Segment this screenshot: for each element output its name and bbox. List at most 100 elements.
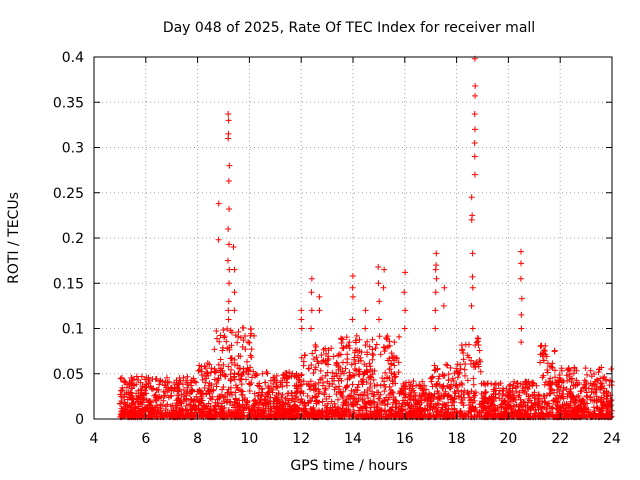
- data-point: [245, 368, 252, 375]
- data-point: [350, 395, 357, 402]
- data-point: [191, 378, 198, 385]
- data-point: [326, 393, 333, 400]
- data-point: [298, 371, 305, 378]
- data-point: [593, 412, 600, 419]
- data-point: [392, 380, 399, 387]
- data-point: [264, 370, 271, 377]
- data-point: [573, 367, 580, 374]
- data-point: [434, 388, 441, 395]
- data-point: [168, 392, 175, 399]
- data-point: [238, 391, 245, 398]
- data-point: [238, 411, 245, 418]
- data-point: [143, 404, 150, 411]
- spike-point: [225, 225, 232, 232]
- data-point: [228, 366, 235, 373]
- data-point: [392, 408, 399, 415]
- data-point: [227, 377, 234, 384]
- data-point: [557, 394, 564, 401]
- data-point: [552, 367, 559, 374]
- spike-point: [441, 284, 448, 291]
- data-point: [506, 396, 513, 403]
- data-point: [432, 366, 439, 373]
- data-point: [340, 345, 347, 352]
- data-point: [335, 366, 342, 373]
- spike-point: [308, 307, 315, 314]
- spike-point: [518, 248, 525, 255]
- spike-point: [518, 311, 525, 318]
- data-point: [551, 348, 558, 355]
- data-point: [354, 398, 361, 405]
- data-point: [400, 382, 407, 389]
- data-point: [334, 372, 341, 379]
- data-point: [544, 369, 551, 376]
- data-point: [212, 369, 219, 376]
- data-point: [389, 354, 396, 361]
- data-point: [447, 411, 454, 418]
- data-point: [436, 394, 443, 401]
- data-point: [288, 390, 295, 397]
- data-point: [138, 373, 145, 380]
- data-point: [179, 381, 186, 388]
- data-point: [369, 336, 376, 343]
- data-point: [219, 344, 226, 351]
- data-point: [138, 389, 145, 396]
- data-point: [565, 404, 572, 411]
- data-point: [357, 392, 364, 399]
- data-point: [367, 380, 374, 387]
- data-point: [265, 383, 272, 390]
- data-point: [188, 396, 195, 403]
- data-point: [345, 342, 352, 349]
- data-point: [368, 400, 375, 407]
- data-point: [569, 394, 576, 401]
- x-tick-label: 10: [240, 431, 258, 447]
- data-point: [583, 385, 590, 392]
- data-point: [374, 381, 381, 388]
- data-point: [429, 373, 436, 380]
- data-point: [300, 390, 307, 397]
- data-point: [551, 389, 558, 396]
- data-point: [271, 394, 278, 401]
- spike-point: [349, 273, 356, 280]
- data-point: [385, 396, 392, 403]
- spike-point: [471, 171, 478, 178]
- data-point: [417, 383, 424, 390]
- data-point: [604, 398, 611, 405]
- data-point: [590, 389, 597, 396]
- data-point: [430, 404, 437, 411]
- data-point: [593, 405, 600, 412]
- data-point: [274, 384, 281, 391]
- data-point: [207, 407, 214, 414]
- data-point: [329, 375, 336, 382]
- data-point: [335, 352, 342, 359]
- data-point: [485, 380, 492, 387]
- data-point: [436, 381, 443, 388]
- data-point: [364, 351, 371, 358]
- data-point: [454, 361, 461, 368]
- data-point: [309, 394, 316, 401]
- data-point: [296, 406, 303, 413]
- data-point: [145, 374, 152, 381]
- data-point: [506, 388, 513, 395]
- data-point: [531, 410, 538, 417]
- data-point: [541, 404, 548, 411]
- data-point: [310, 404, 317, 411]
- spike-point: [469, 284, 476, 291]
- data-point: [219, 386, 226, 393]
- data-point: [152, 376, 159, 383]
- data-point: [142, 376, 149, 383]
- data-point: [211, 368, 218, 375]
- data-point: [335, 396, 342, 403]
- data-point: [344, 376, 351, 383]
- data-point: [309, 412, 316, 419]
- spike-point: [224, 257, 231, 264]
- data-point: [407, 396, 414, 403]
- data-point: [194, 397, 201, 404]
- data-point: [413, 382, 420, 389]
- data-point: [389, 403, 396, 410]
- data-point: [236, 403, 243, 410]
- data-point: [352, 360, 359, 367]
- data-point: [336, 406, 343, 413]
- data-point: [475, 410, 482, 417]
- data-point: [402, 386, 409, 393]
- data-point: [188, 388, 195, 395]
